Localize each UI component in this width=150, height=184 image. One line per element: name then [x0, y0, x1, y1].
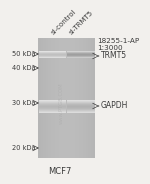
Text: si-control: si-control — [50, 9, 77, 36]
Text: 20 kDa: 20 kDa — [12, 145, 36, 151]
Text: www.PTGB.COM: www.PTGB.COM — [59, 82, 64, 124]
Text: TRMT5: TRMT5 — [101, 52, 127, 61]
Text: 40 kDa: 40 kDa — [12, 65, 36, 71]
Text: si-TRMT5: si-TRMT5 — [68, 10, 94, 36]
Text: MCF7: MCF7 — [48, 167, 72, 176]
Text: 50 kDa: 50 kDa — [12, 51, 36, 57]
Text: GAPDH: GAPDH — [101, 102, 128, 111]
Text: 18255-1-AP
1:3000: 18255-1-AP 1:3000 — [97, 38, 139, 52]
Text: 30 kDa: 30 kDa — [12, 100, 36, 106]
